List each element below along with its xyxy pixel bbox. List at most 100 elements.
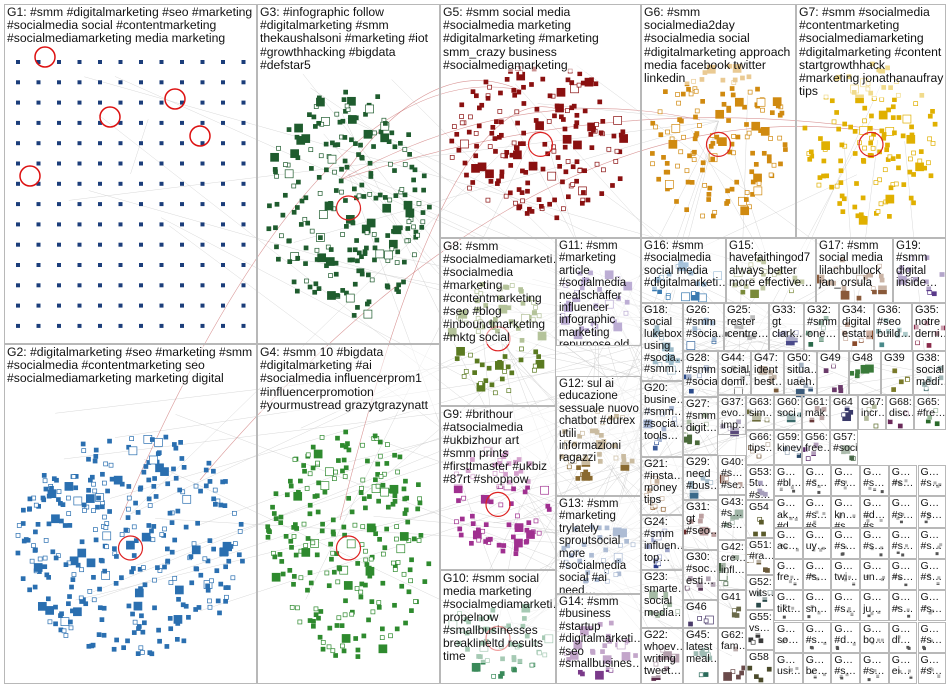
group-box: G57: #soci… bbox=[830, 430, 858, 465]
node bbox=[221, 263, 225, 267]
node bbox=[313, 612, 319, 618]
node bbox=[111, 646, 117, 652]
node bbox=[82, 508, 87, 513]
node bbox=[593, 81, 599, 87]
group-label: G31: gt #seo… bbox=[686, 501, 718, 538]
node bbox=[64, 482, 74, 491]
node bbox=[594, 161, 600, 167]
node bbox=[591, 128, 596, 133]
node bbox=[574, 120, 580, 126]
group-label: G… #d… #s… bbox=[863, 498, 887, 527]
node bbox=[343, 581, 353, 590]
group-label: G38: social medi… bbox=[916, 352, 945, 389]
node bbox=[57, 242, 61, 247]
node bbox=[374, 237, 380, 243]
node bbox=[23, 537, 29, 542]
node bbox=[322, 489, 328, 495]
node bbox=[491, 673, 497, 679]
node bbox=[36, 303, 41, 308]
group-label: G… uy… bbox=[805, 529, 830, 553]
node bbox=[53, 621, 58, 627]
node bbox=[499, 174, 505, 179]
node bbox=[394, 260, 400, 265]
node bbox=[456, 498, 461, 503]
node bbox=[139, 80, 143, 85]
node bbox=[473, 153, 479, 159]
node bbox=[146, 523, 152, 528]
node bbox=[299, 198, 305, 204]
node bbox=[131, 553, 137, 558]
node bbox=[358, 142, 363, 148]
node bbox=[377, 536, 382, 542]
node bbox=[679, 118, 684, 124]
group-box: G67: incr… bbox=[858, 395, 886, 430]
node bbox=[420, 219, 426, 225]
node bbox=[376, 498, 382, 504]
node bbox=[180, 80, 184, 85]
node bbox=[881, 132, 887, 137]
node bbox=[304, 278, 309, 284]
node bbox=[331, 569, 337, 575]
group-label: G… tikt… bbox=[777, 591, 801, 615]
node bbox=[159, 532, 165, 537]
node bbox=[890, 115, 896, 120]
node bbox=[42, 478, 48, 484]
node bbox=[415, 506, 421, 512]
node bbox=[291, 279, 297, 285]
group-label: G44: social domi… bbox=[721, 352, 750, 389]
node bbox=[521, 101, 527, 106]
group-box: G… #s… bbox=[831, 652, 861, 685]
node bbox=[730, 669, 736, 674]
node bbox=[924, 520, 928, 524]
node bbox=[361, 496, 367, 502]
group-box: G… #s… bbox=[917, 527, 947, 559]
node bbox=[167, 510, 173, 516]
node bbox=[838, 158, 843, 164]
node bbox=[375, 94, 381, 99]
node bbox=[370, 609, 376, 615]
node bbox=[288, 538, 294, 544]
group-label: G59: kinev… bbox=[777, 431, 802, 455]
node bbox=[77, 60, 82, 64]
node bbox=[97, 586, 102, 592]
node bbox=[926, 343, 932, 348]
node bbox=[535, 121, 544, 130]
node bbox=[917, 158, 923, 164]
node bbox=[731, 134, 736, 139]
node bbox=[91, 574, 96, 580]
node bbox=[418, 533, 424, 538]
node bbox=[298, 478, 303, 484]
node bbox=[700, 167, 705, 173]
node bbox=[330, 517, 336, 523]
node bbox=[128, 446, 138, 456]
group-box: G15: havefaithingod7 always better more … bbox=[726, 238, 816, 303]
node bbox=[77, 548, 87, 558]
node bbox=[221, 202, 225, 207]
node bbox=[398, 140, 403, 146]
node bbox=[829, 98, 835, 104]
node bbox=[527, 206, 532, 212]
node bbox=[489, 382, 495, 388]
node bbox=[908, 156, 913, 162]
group-label: G5: #smm social media #socialmedia marke… bbox=[443, 5, 639, 72]
node bbox=[273, 169, 278, 175]
node bbox=[403, 200, 413, 210]
node bbox=[512, 667, 517, 673]
node bbox=[224, 594, 229, 600]
node bbox=[279, 233, 284, 239]
group-label: G… #s… bbox=[920, 592, 945, 615]
node bbox=[594, 122, 599, 127]
node bbox=[118, 80, 123, 85]
node bbox=[552, 113, 557, 119]
node bbox=[504, 77, 510, 82]
node bbox=[57, 181, 61, 186]
node bbox=[848, 409, 854, 415]
group-label: G60: soci… bbox=[777, 396, 801, 420]
node bbox=[180, 303, 184, 308]
node bbox=[674, 199, 679, 204]
node bbox=[396, 282, 401, 288]
group-box: G47: ident best… bbox=[751, 351, 784, 395]
node bbox=[483, 79, 489, 85]
node bbox=[291, 581, 296, 587]
group-label: G… #s… bbox=[834, 466, 859, 490]
